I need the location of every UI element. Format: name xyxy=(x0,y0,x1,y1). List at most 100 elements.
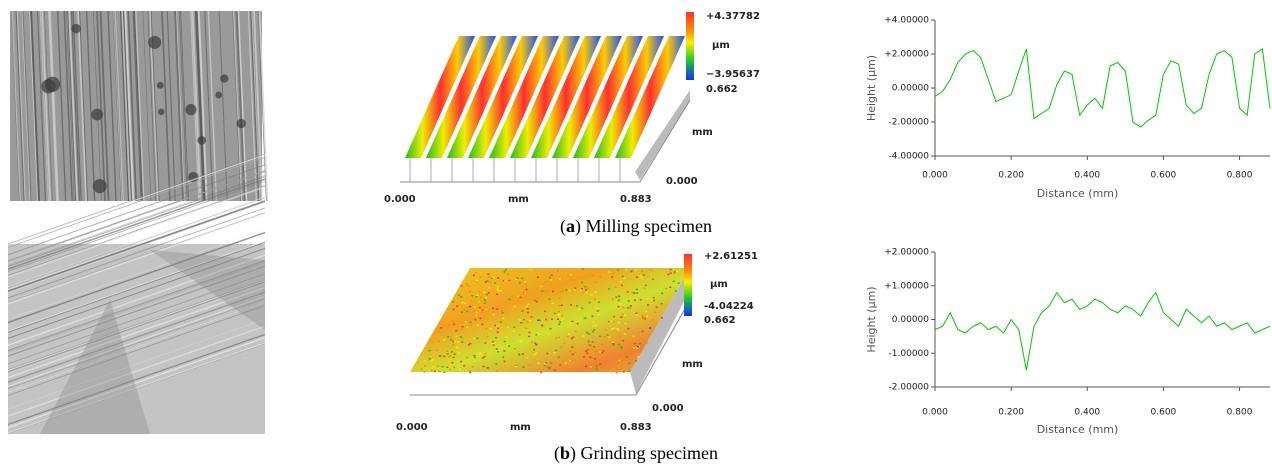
speck xyxy=(625,269,628,271)
speck xyxy=(550,318,553,320)
speck xyxy=(478,306,481,309)
speck xyxy=(643,287,646,289)
x-axis-label: Distance (mm) xyxy=(1037,187,1119,200)
speck xyxy=(623,277,626,280)
speck xyxy=(535,300,538,303)
surface-plot: +4.37782 μm −3.95637 0.662 mm 0.000 0.00… xyxy=(384,11,760,205)
speck xyxy=(464,302,467,305)
scratch xyxy=(7,291,266,383)
speck xyxy=(551,302,554,305)
speck xyxy=(637,346,640,348)
streak xyxy=(41,10,51,202)
speck xyxy=(492,313,495,316)
scratch xyxy=(7,164,266,256)
scratch xyxy=(7,199,266,291)
speck xyxy=(436,349,439,352)
speck xyxy=(484,296,487,299)
speck xyxy=(587,340,590,343)
speck xyxy=(479,276,482,279)
speck xyxy=(557,270,560,273)
speck xyxy=(483,299,486,301)
speck xyxy=(525,288,528,291)
micrograph-texture xyxy=(7,153,266,434)
streak xyxy=(204,10,214,202)
speck xyxy=(440,327,443,329)
scratch xyxy=(7,334,266,425)
speck xyxy=(446,353,449,355)
streak xyxy=(114,10,124,202)
speck xyxy=(593,345,596,348)
speck xyxy=(570,304,573,306)
speck xyxy=(457,294,460,296)
streak xyxy=(67,10,77,202)
scratch xyxy=(7,171,266,262)
shade xyxy=(40,250,265,434)
speck xyxy=(481,309,484,311)
speck xyxy=(513,305,516,308)
speck xyxy=(646,315,649,317)
streak xyxy=(49,10,59,202)
streak xyxy=(11,10,21,202)
speck xyxy=(589,344,592,347)
speck xyxy=(530,341,533,344)
streak xyxy=(232,10,242,202)
speck xyxy=(455,335,458,338)
speck xyxy=(503,271,506,273)
speck xyxy=(591,315,594,317)
streak xyxy=(175,10,185,202)
speck xyxy=(592,321,595,323)
speck xyxy=(561,318,564,320)
speck xyxy=(617,329,620,331)
streak xyxy=(235,10,245,202)
speck xyxy=(544,310,547,313)
speck xyxy=(674,290,677,292)
speck xyxy=(673,271,676,273)
speck xyxy=(619,303,622,305)
speck xyxy=(548,276,551,279)
speck xyxy=(549,279,552,281)
speck xyxy=(479,309,482,311)
speck xyxy=(558,323,561,326)
speck xyxy=(524,283,527,285)
speck xyxy=(574,330,577,333)
speck xyxy=(525,327,528,330)
streak xyxy=(99,10,110,202)
speck xyxy=(569,273,572,276)
speck xyxy=(633,342,636,345)
caption-label: a xyxy=(566,216,575,236)
speck xyxy=(460,328,463,330)
depth-min: 0.000 xyxy=(652,403,684,414)
speck xyxy=(613,315,616,318)
speck xyxy=(460,311,463,314)
speck xyxy=(601,343,604,346)
streak xyxy=(238,10,248,202)
streak xyxy=(68,10,78,202)
speck xyxy=(454,340,457,343)
speck xyxy=(473,356,476,359)
speck xyxy=(479,317,482,320)
speck xyxy=(632,292,635,295)
speck xyxy=(596,310,599,312)
speck xyxy=(535,352,538,355)
caption-part: ( xyxy=(560,216,566,237)
x-tick-label: 0.200 xyxy=(998,408,1024,418)
y-axis-label: Height (μm) xyxy=(865,286,878,352)
speck xyxy=(545,362,548,364)
speck xyxy=(618,343,621,346)
speck xyxy=(617,299,620,302)
speck xyxy=(636,292,639,294)
speck xyxy=(627,300,630,302)
speck xyxy=(513,326,516,328)
stripe xyxy=(510,36,580,158)
speck xyxy=(496,370,499,372)
scratch xyxy=(7,154,266,246)
streak xyxy=(132,10,142,202)
speck xyxy=(504,280,507,282)
scratch xyxy=(7,185,266,277)
speck xyxy=(606,334,609,336)
speck xyxy=(452,301,455,303)
streak xyxy=(207,10,218,202)
x-min: 0.000 xyxy=(396,422,428,433)
streak xyxy=(134,10,145,202)
speck xyxy=(543,364,546,367)
